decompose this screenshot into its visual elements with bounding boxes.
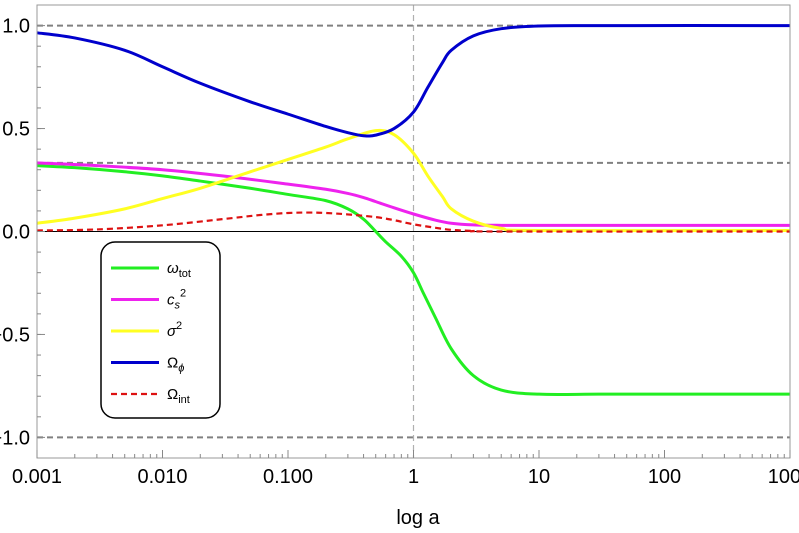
series-line-c_s2 xyxy=(36,161,790,227)
x-tick-label: 1 xyxy=(408,466,419,488)
legend-label-omega_tot: ωtot xyxy=(167,260,191,280)
y-tick-label: −0.5 xyxy=(0,324,30,346)
series-line-sigma2 xyxy=(36,128,791,233)
y-tick-label: 0.5 xyxy=(2,119,30,141)
y-tick-label: 1.0 xyxy=(2,16,30,38)
y-tick-label: −1.0 xyxy=(0,427,30,449)
series-lines xyxy=(36,24,791,396)
x-tick-label: 0.001 xyxy=(12,466,62,488)
x-tick-label: 0.010 xyxy=(137,466,187,488)
y-tick-label: 0.0 xyxy=(2,222,30,244)
legend-label-sigma2: σ2 xyxy=(167,320,182,340)
series-line-Omega_phi xyxy=(36,24,791,138)
x-axis-title: log a xyxy=(396,507,440,529)
legend-label-c_s2: cs2 xyxy=(167,288,186,312)
y-ticks: −1.0 −0.5 0.0 0.5 1.0 xyxy=(0,16,45,449)
x-ticks: 0.001 0.010 0.100 1 10 100 1000 xyxy=(12,450,799,488)
legend-box xyxy=(100,241,221,419)
series-line-omega_tot xyxy=(36,164,790,396)
legend-label-Omega_phi: Ωϕ xyxy=(167,355,184,375)
x-tick-label: 10 xyxy=(528,466,550,488)
x-tick-label: 100 xyxy=(648,466,681,488)
x-tick-label: 0.100 xyxy=(263,466,313,488)
series-line-Omega_int xyxy=(36,211,791,233)
legend: ωtot cs2 σ2 Ωϕ Ωint xyxy=(100,241,221,419)
x-tick-label: 1000 xyxy=(768,466,799,488)
legend-label-Omega_int: Ωint xyxy=(167,386,190,406)
